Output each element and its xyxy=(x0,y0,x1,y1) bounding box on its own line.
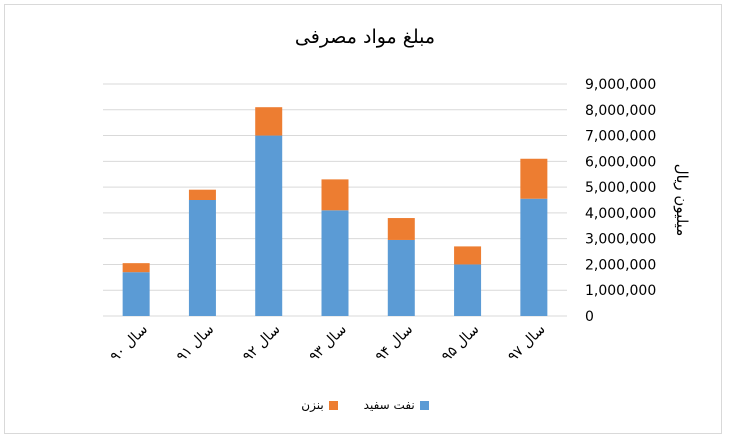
x-tick-label: سال ۹۰ xyxy=(107,322,151,366)
bar-benzene xyxy=(255,107,283,136)
legend-item-kerosene: نفت سفید xyxy=(364,398,429,412)
bar-benzene xyxy=(321,179,349,211)
y-axis-title: میلیون ریال xyxy=(673,164,691,236)
bar-kerosene xyxy=(321,210,349,316)
x-tick-label: سال ۹۱ xyxy=(174,322,218,366)
y-tick-label: 9,000,000 xyxy=(585,77,656,93)
y-tick-label: 7,000,000 xyxy=(585,129,656,145)
bar-benzene xyxy=(520,158,548,199)
x-tick-label: سال ۹۵ xyxy=(439,322,483,366)
y-tick-label: 2,000,000 xyxy=(585,257,656,273)
legend-swatch-kerosene xyxy=(419,400,429,410)
bar-kerosene xyxy=(188,200,216,316)
bar-benzene xyxy=(387,218,415,240)
y-tick-label: 6,000,000 xyxy=(585,154,656,170)
y-tick-label: 1,000,000 xyxy=(585,283,656,299)
bar-kerosene xyxy=(454,264,482,316)
bar-benzene xyxy=(122,263,150,273)
bar-benzene xyxy=(454,246,482,265)
legend-item-benzene: بنزن xyxy=(301,398,338,412)
y-tick-label: 4,000,000 xyxy=(585,206,656,222)
y-tick-label: 3,000,000 xyxy=(585,232,656,248)
x-tick-label: سال ۹۷ xyxy=(505,322,549,366)
bar-kerosene xyxy=(520,198,548,316)
legend-swatch-benzene xyxy=(328,400,338,410)
bar-kerosene xyxy=(387,239,415,316)
y-tick-label: 8,000,000 xyxy=(585,103,656,119)
x-tick-label: سال ۹۳ xyxy=(306,322,350,366)
bar-kerosene xyxy=(255,135,283,316)
legend-label-benzene: بنزن xyxy=(301,398,324,412)
y-tick-label: 5,000,000 xyxy=(585,180,656,196)
chart-frame xyxy=(4,4,722,434)
x-tick-label: سال ۹۴ xyxy=(373,322,417,366)
y-tick-label: 0 xyxy=(585,309,594,325)
chart-title: مبلغ مواد مصرفی xyxy=(294,26,436,48)
x-tick-label: سال ۹۲ xyxy=(240,322,284,366)
bar-kerosene xyxy=(122,272,150,316)
chart-legend: نفت سفید بنزن xyxy=(0,398,730,412)
legend-label-kerosene: نفت سفید xyxy=(363,398,415,412)
bar-benzene xyxy=(188,189,216,200)
